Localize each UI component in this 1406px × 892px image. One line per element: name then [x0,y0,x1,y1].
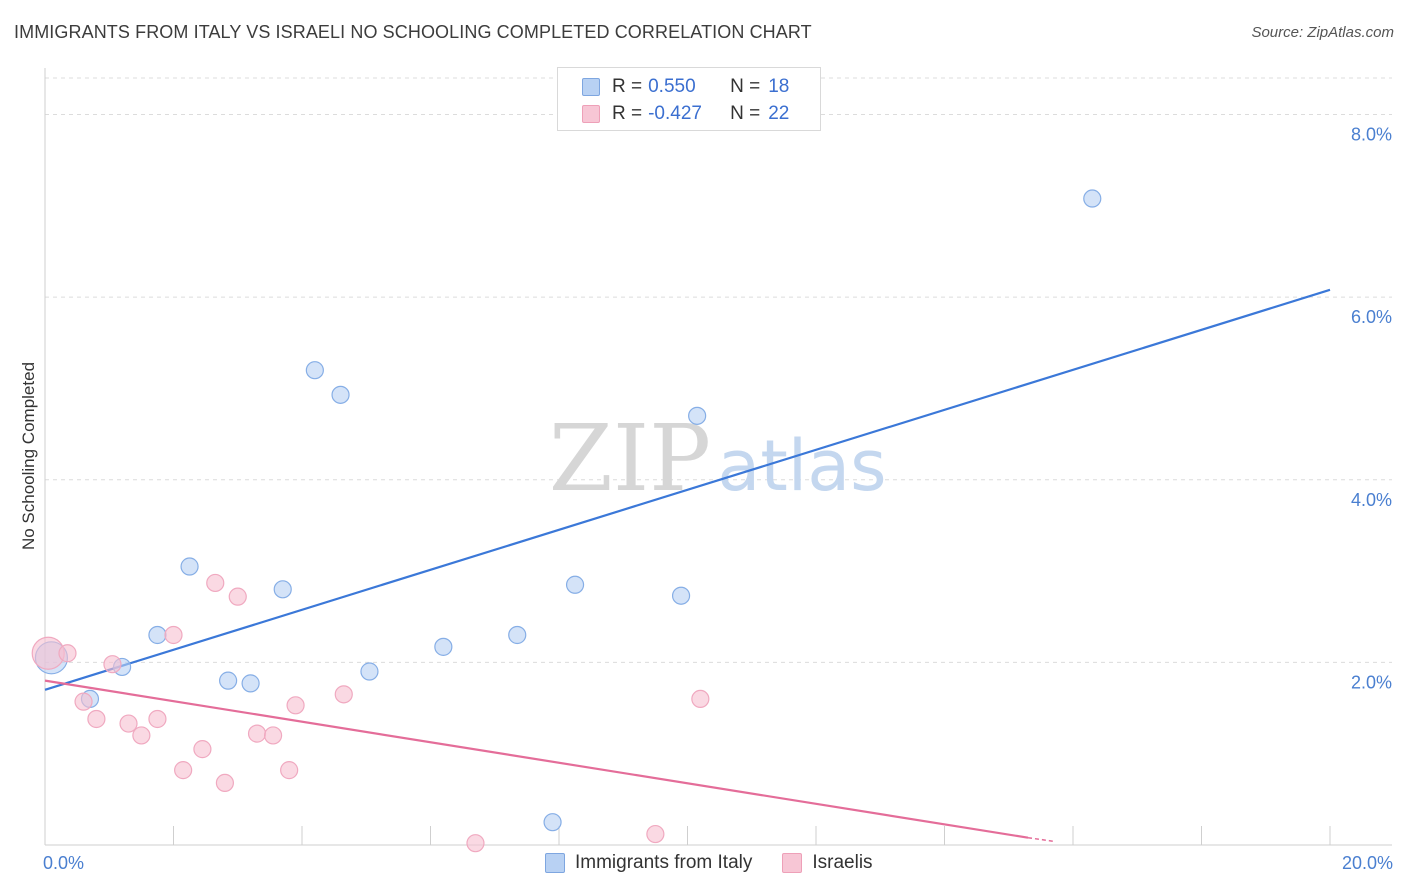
trend-lines [44,288,1331,843]
data-point-israelis [132,726,151,745]
data-point-italy [241,674,260,693]
data-point-israelis [174,761,193,780]
legend-r-value: -0.427 [648,103,702,124]
series-label-israelis: Israelis [812,852,873,873]
data-point-italy [180,557,199,576]
data-point-italy [671,586,691,605]
legend-n-label: N = [730,76,761,97]
data-point-israelis [148,709,167,729]
data-point-italy [508,625,527,645]
legend-row-israelis: R = -0.427 N = 22 [582,102,789,126]
legend-r-value: 0.550 [648,76,696,97]
legend-swatch-israelis [582,105,600,123]
source-label: Source: ZipAtlas.com [1251,24,1394,41]
grid-lines [45,77,1392,663]
legend-r-label: R = [612,103,643,124]
data-point-italy [305,361,324,380]
legend-swatch-italy [582,78,600,96]
watermark-atlas: atlas [717,425,886,507]
legend-n-value: 18 [768,76,790,97]
series-legend-israelis[interactable]: Israelis [782,852,873,874]
data-point-italy [434,637,453,656]
series-swatch-italy [545,853,565,873]
trend-line-israelis [44,679,1029,839]
y-axis-label: No Schooling Completed [19,362,38,550]
data-point-israelis [466,834,485,853]
legend-n-label: N = [730,103,761,124]
x-tick-label: 0.0% [43,853,84,873]
data-point-italy [688,406,707,425]
axes [44,68,1392,846]
series-swatch-israelis [782,853,803,873]
data-point-italy [331,385,350,404]
legend-r-label: R = [612,76,643,97]
data-point-italy [543,813,562,832]
watermark-zip: ZIP [549,405,711,512]
chart-title: IMMIGRANTS FROM ITALY VS ISRAELI NO SCHO… [14,22,812,42]
data-point-italy [273,580,292,599]
tick-labels: 2.0% 4.0% 6.0% 8.0% 0.0% 20.0% [43,125,1393,873]
data-point-israelis [263,726,283,745]
data-point-italy [148,625,167,645]
data-point-israelis [646,824,665,844]
data-point-italy [565,575,585,594]
data-point-israelis [691,689,710,709]
correlation-legend: R = 0.550 N = 18 R = -0.427 N = 22 [557,67,821,131]
series-label-italy: Immigrants from Italy [575,852,753,873]
data-point-italy [219,671,238,690]
data-point-israelis [164,625,183,645]
legend-n-value: 22 [768,103,790,124]
data-point-israelis [280,761,299,780]
legend-row-italy: R = 0.550 N = 18 [582,75,789,99]
y-tick-label: 8.0% [1351,125,1392,145]
data-point-israelis [206,573,225,593]
data-point-israelis [74,692,93,711]
data-point-israelis [215,773,234,793]
y-tick-label: 4.0% [1351,490,1392,510]
data-point-israelis [103,655,122,674]
trend-line-italy [44,288,1331,691]
data-point-israelis [247,724,267,743]
watermark: ZIP atlas [549,405,887,512]
series-legend-italy[interactable]: Immigrants from Italy [545,852,752,874]
x-tick-label: 20.0% [1342,853,1393,873]
y-tick-label: 2.0% [1351,672,1392,692]
trend-line-dashed [1027,836,1054,843]
data-point-israelis [119,714,138,733]
data-point-israelis [193,740,212,759]
data-point-israelis [286,696,305,715]
data-point-israelis [87,709,106,729]
data-point-italy [1083,189,1102,208]
y-tick-label: 6.0% [1351,307,1392,327]
data-point-israelis [228,587,247,606]
data-point-israelis [334,685,353,704]
data-point-israelis [58,644,77,663]
data-point-italy [360,662,379,681]
data-points [31,189,1102,853]
series-legend: Immigrants from Italy Israelis [545,852,903,874]
